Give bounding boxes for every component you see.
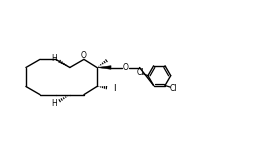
Text: I: I <box>113 84 115 93</box>
Polygon shape <box>97 66 111 69</box>
Text: O: O <box>123 63 128 72</box>
Text: H: H <box>51 54 57 63</box>
Text: Cl: Cl <box>170 84 177 93</box>
Text: O: O <box>81 51 87 60</box>
Text: H: H <box>51 99 57 108</box>
Text: Cl: Cl <box>136 68 144 77</box>
